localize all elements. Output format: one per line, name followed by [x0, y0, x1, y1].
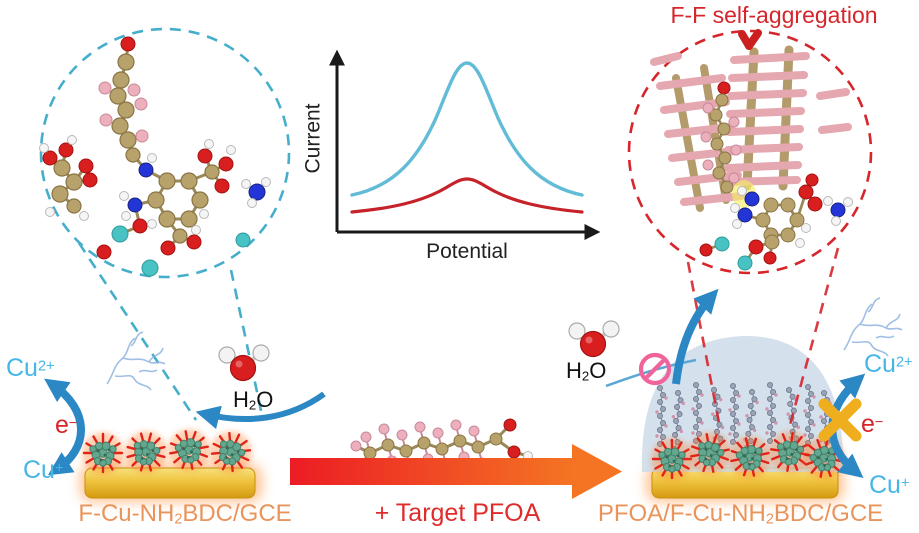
ff-aggregation-model — [650, 29, 853, 271]
water-label-right: H2O — [566, 358, 607, 384]
aggregation-up-arrow — [672, 288, 719, 385]
right-electrode-label: PFOA/F-Cu-NH2BDC/GCE — [597, 500, 884, 528]
water-label-left: H2O — [233, 387, 274, 413]
target-pfoa-label: + Target PFOA — [374, 499, 541, 527]
ff-aggregation-title: F-F self-aggregation — [670, 2, 878, 28]
cu2-label-left: Cu2+ — [6, 354, 55, 382]
right-magnifier-circle — [627, 29, 873, 275]
chart-curve-before-pfoa — [350, 61, 584, 197]
no-entry-icon — [638, 352, 672, 386]
water-blocked-line — [605, 358, 697, 388]
cu1-label-right: Cu+ — [869, 471, 910, 499]
voltammetry-chart-axes — [329, 49, 601, 240]
left-electrode — [80, 464, 262, 502]
chart-xlabel: Potential — [426, 240, 508, 263]
left-electrode-label: F-Cu-NH2BDC/GCE — [78, 500, 292, 528]
right-electrode — [646, 464, 844, 502]
electron-blocked-x-icon — [818, 398, 862, 442]
right-water-molecule — [567, 319, 621, 359]
right-dendrite — [843, 297, 903, 357]
target-pfoa-arrow — [290, 444, 622, 499]
right-magnifier-cone — [686, 247, 840, 429]
cu2-label-right: Cu2+ — [864, 350, 913, 378]
electron-label-left: e− — [55, 411, 78, 439]
left-redox-cycle-arrow — [44, 378, 85, 476]
left-magnifier-circle — [39, 27, 291, 421]
left-water-molecule — [217, 343, 271, 383]
water-adsorption-arrow — [195, 391, 326, 430]
left-molecule-model — [39, 36, 271, 277]
chart-curve-after-pfoa — [350, 177, 584, 214]
cu1-label-left: Cu+ — [23, 456, 64, 484]
electron-label-right: e− — [861, 410, 884, 438]
chart-ylabel: Current — [301, 103, 325, 174]
